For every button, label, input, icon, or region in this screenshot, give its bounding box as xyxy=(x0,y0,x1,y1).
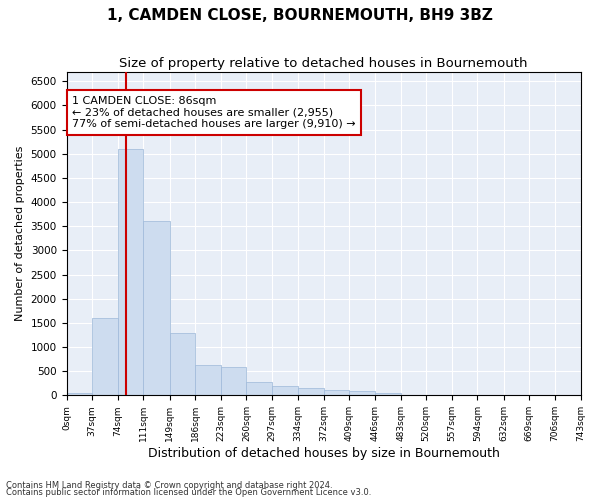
Bar xyxy=(92,318,118,396)
Bar xyxy=(143,222,170,396)
Bar xyxy=(298,388,324,396)
Bar xyxy=(170,332,195,396)
Bar xyxy=(324,390,349,396)
Text: Contains HM Land Registry data © Crown copyright and database right 2024.: Contains HM Land Registry data © Crown c… xyxy=(6,480,332,490)
Bar xyxy=(195,366,221,396)
Bar xyxy=(221,368,247,396)
Text: 1, CAMDEN CLOSE, BOURNEMOUTH, BH9 3BZ: 1, CAMDEN CLOSE, BOURNEMOUTH, BH9 3BZ xyxy=(107,8,493,22)
Bar xyxy=(247,382,272,396)
Bar xyxy=(118,149,143,396)
Text: Contains public sector information licensed under the Open Government Licence v3: Contains public sector information licen… xyxy=(6,488,371,497)
Bar xyxy=(67,393,92,396)
Y-axis label: Number of detached properties: Number of detached properties xyxy=(15,146,25,321)
Bar xyxy=(349,392,375,396)
Bar xyxy=(375,392,401,396)
X-axis label: Distribution of detached houses by size in Bournemouth: Distribution of detached houses by size … xyxy=(148,447,499,460)
Bar xyxy=(272,386,298,396)
Text: 1 CAMDEN CLOSE: 86sqm
← 23% of detached houses are smaller (2,955)
77% of semi-d: 1 CAMDEN CLOSE: 86sqm ← 23% of detached … xyxy=(72,96,356,129)
Title: Size of property relative to detached houses in Bournemouth: Size of property relative to detached ho… xyxy=(119,58,528,70)
